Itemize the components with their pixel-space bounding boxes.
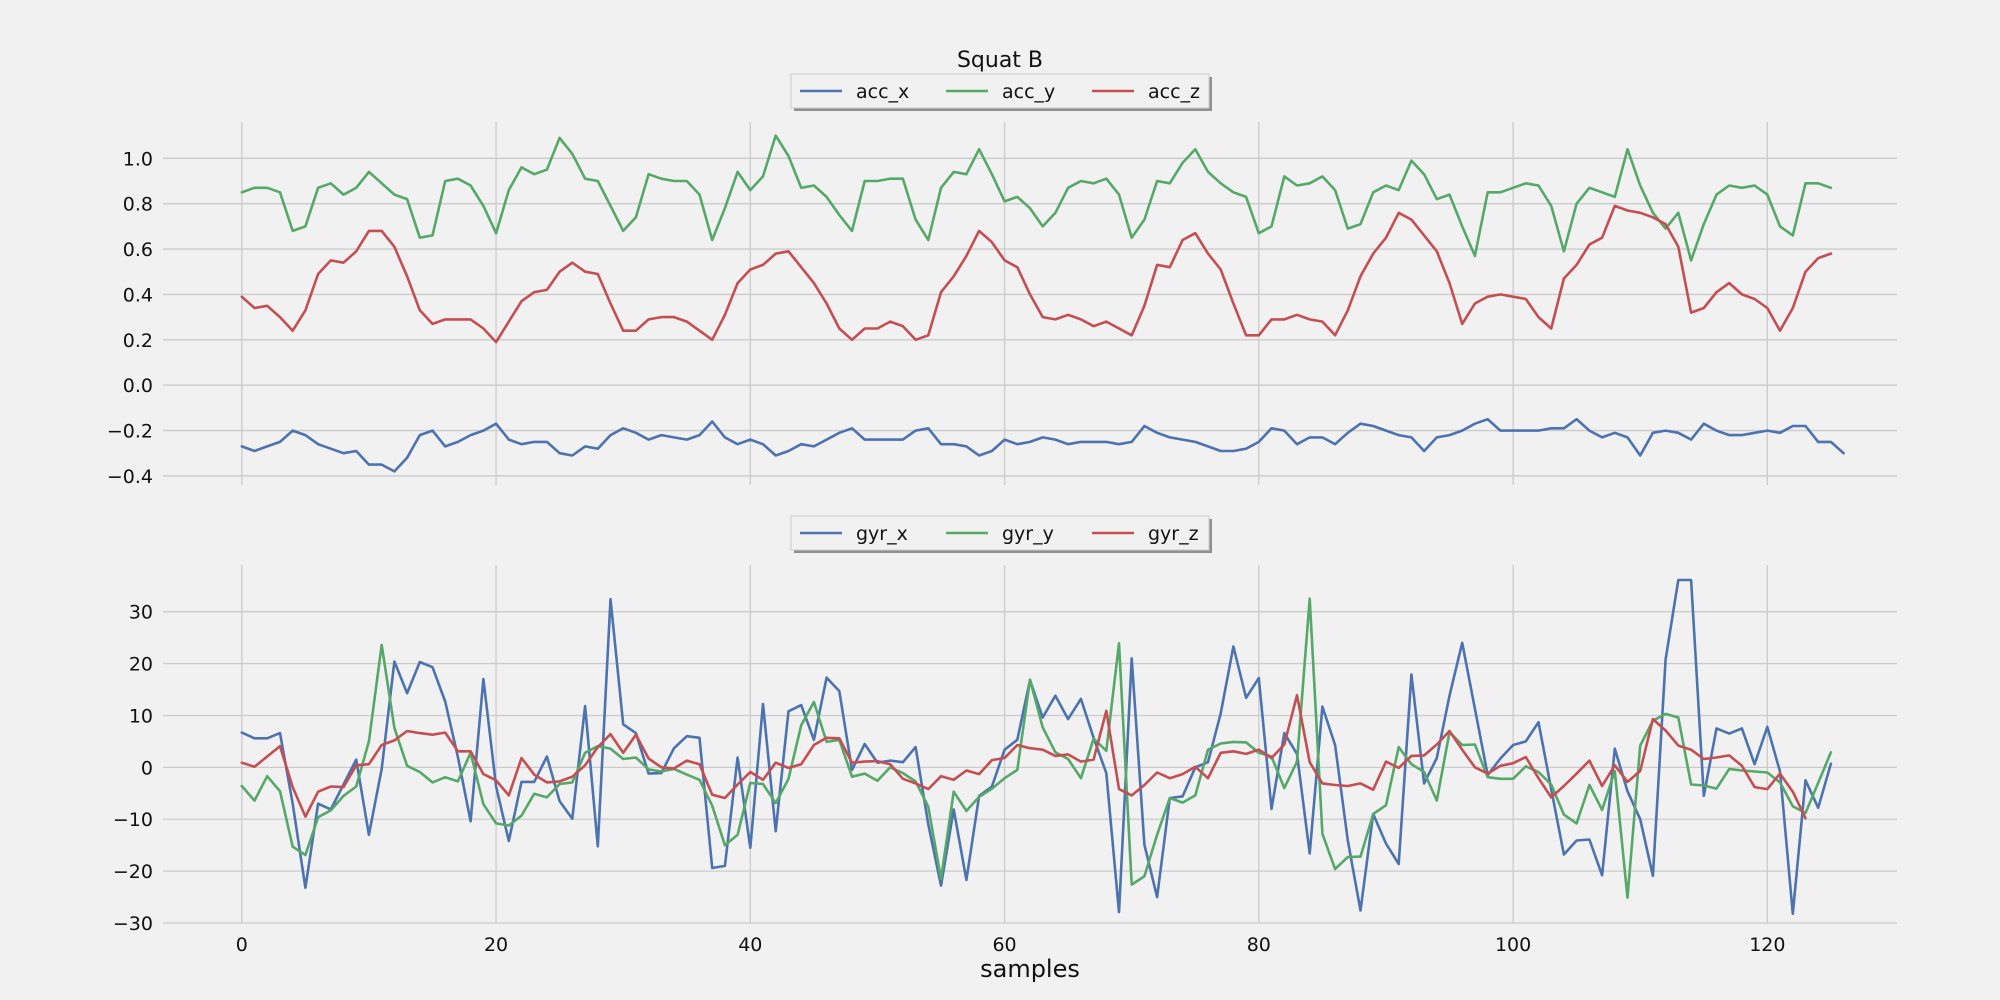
y-tick-label: 20 — [129, 654, 153, 676]
gyroscope-panel: −30 −20 −10 0 10 20 30 0 20 40 60 80 100 120 samples gy… — [113, 515, 1897, 983]
y-tick-label: 0.8 — [123, 194, 153, 216]
x-tick-label: 80 — [1247, 934, 1271, 956]
y-tick-label: −10 — [113, 809, 153, 831]
x-tick-label: 40 — [738, 934, 762, 956]
legend: gyr_x gyr_y gyr_z — [790, 515, 1212, 553]
legend-label: gyr_y — [1002, 523, 1054, 545]
y-tick-label: −0.2 — [107, 421, 153, 443]
y-tick-label: 0.4 — [123, 284, 153, 306]
y-tick-label: 10 — [129, 705, 153, 727]
x-tick-label: 120 — [1749, 934, 1785, 956]
series-line-gyr_y — [240, 597, 1833, 899]
legend-box — [790, 73, 1210, 109]
y-tick-label: 0.6 — [123, 239, 153, 261]
legend-label: acc_x — [856, 81, 909, 103]
y-tick-label: 0.2 — [123, 330, 153, 352]
legend: acc_x acc_y acc_z — [790, 73, 1212, 111]
x-tick-label: 60 — [992, 934, 1016, 956]
x-axis-label: samples — [980, 955, 1080, 983]
x-tick-label: 100 — [1495, 934, 1531, 956]
series-line-gyr_z — [240, 693, 1807, 820]
x-tick-label: 0 — [236, 934, 248, 956]
series-line-acc_z — [240, 204, 1833, 344]
legend-box — [790, 515, 1210, 551]
series-line-acc_x — [240, 417, 1845, 473]
x-tick-label: 20 — [484, 934, 508, 956]
legend-label: acc_y — [1002, 81, 1055, 103]
y-tick-label: −30 — [113, 913, 153, 935]
legend-label: gyr_z — [1148, 523, 1199, 545]
chart-title: Squat B — [957, 48, 1043, 73]
legend-label: gyr_x — [856, 523, 908, 545]
y-tick-label: −0.4 — [107, 466, 153, 488]
y-tick-label: 30 — [129, 602, 153, 624]
series-line-acc_y — [240, 134, 1833, 262]
y-tick-label: 1.0 — [123, 148, 153, 170]
legend-label: acc_z — [1148, 81, 1200, 103]
y-tick-label: 0.0 — [123, 375, 153, 397]
y-tick-label: 0 — [141, 757, 153, 779]
y-tick-label: −20 — [113, 861, 153, 883]
